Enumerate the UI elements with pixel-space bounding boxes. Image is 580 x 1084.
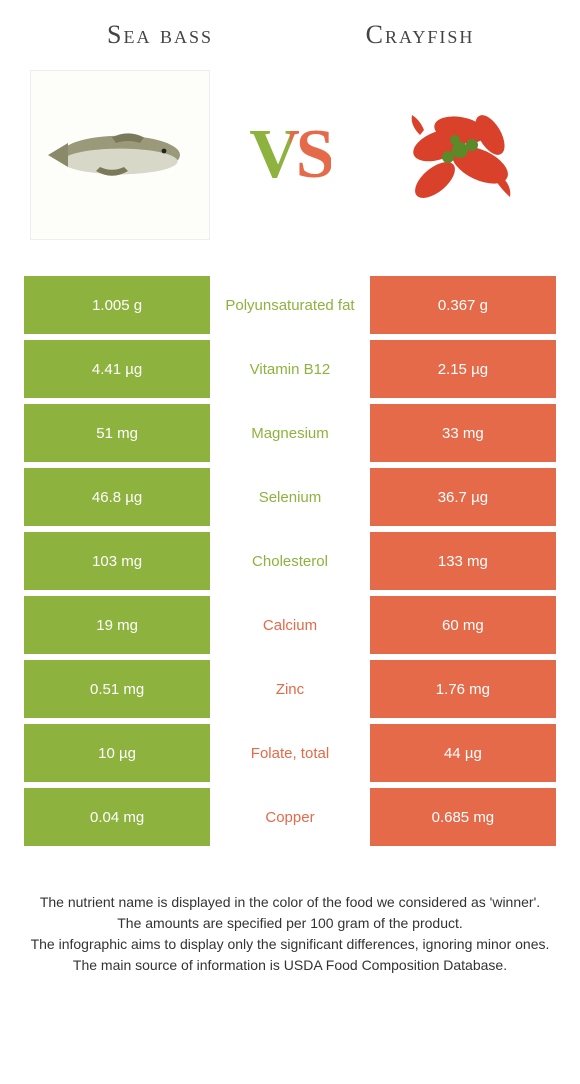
nutrient-value-left: 46.8 µg	[24, 468, 210, 526]
nutrient-name: Polyunsaturated fat	[210, 276, 370, 334]
nutrient-value-left: 19 mg	[24, 596, 210, 654]
nutrient-name: Vitamin B12	[210, 340, 370, 398]
nutrient-name: Calcium	[210, 596, 370, 654]
nutrient-name: Cholesterol	[210, 532, 370, 590]
nutrient-value-right: 0.685 mg	[370, 788, 556, 846]
nutrient-value-right: 44 µg	[370, 724, 556, 782]
table-row: 4.41 µgVitamin B122.15 µg	[24, 340, 556, 398]
nutrient-table: 1.005 gPolyunsaturated fat0.367 g 4.41 µg…	[24, 270, 556, 852]
food-left-image	[30, 70, 210, 240]
nutrient-value-left: 10 µg	[24, 724, 210, 782]
nutrient-name: Folate, total	[210, 724, 370, 782]
fish-icon	[40, 123, 200, 187]
footer-notes: The nutrient name is displayed in the co…	[0, 852, 580, 986]
nutrient-value-left: 103 mg	[24, 532, 210, 590]
nutrient-name: Selenium	[210, 468, 370, 526]
table-row: 51 mgMagnesium33 mg	[24, 404, 556, 462]
footer-line: The main source of information is USDA F…	[20, 955, 560, 976]
vs-label: VS	[249, 115, 330, 195]
nutrient-value-right: 133 mg	[370, 532, 556, 590]
nutrient-value-right: 2.15 µg	[370, 340, 556, 398]
nutrient-value-left: 51 mg	[24, 404, 210, 462]
table-row: 19 mgCalcium60 mg	[24, 596, 556, 654]
header: Sea bass Crayfish	[0, 0, 580, 60]
table-row: 103 mgCholesterol133 mg	[24, 532, 556, 590]
table-row: 10 µgFolate, total44 µg	[24, 724, 556, 782]
footer-line: The amounts are specified per 100 gram o…	[20, 913, 560, 934]
nutrient-value-right: 60 mg	[370, 596, 556, 654]
table-row: 0.04 mgCopper0.685 mg	[24, 788, 556, 846]
table-row: 1.005 gPolyunsaturated fat0.367 g	[24, 276, 556, 334]
hero-row: VS	[0, 60, 580, 270]
nutrient-value-left: 0.51 mg	[24, 660, 210, 718]
table-row: 0.51 mgZinc1.76 mg	[24, 660, 556, 718]
footer-line: The infographic aims to display only the…	[20, 934, 560, 955]
food-left-title: Sea bass	[30, 20, 290, 50]
nutrient-name: Zinc	[210, 660, 370, 718]
nutrient-value-right: 0.367 g	[370, 276, 556, 334]
nutrient-value-right: 36.7 µg	[370, 468, 556, 526]
crayfish-icon	[390, 85, 530, 225]
nutrient-value-left: 0.04 mg	[24, 788, 210, 846]
nutrient-name: Copper	[210, 788, 370, 846]
table-row: 46.8 µgSelenium36.7 µg	[24, 468, 556, 526]
nutrient-value-right: 1.76 mg	[370, 660, 556, 718]
food-right-image	[370, 70, 550, 240]
nutrient-table-body: 1.005 gPolyunsaturated fat0.367 g 4.41 µg…	[24, 276, 556, 846]
food-right-title: Crayfish	[290, 20, 550, 50]
nutrient-name: Magnesium	[210, 404, 370, 462]
nutrient-value-left: 1.005 g	[24, 276, 210, 334]
footer-line: The nutrient name is displayed in the co…	[20, 892, 560, 913]
nutrient-value-right: 33 mg	[370, 404, 556, 462]
nutrient-value-left: 4.41 µg	[24, 340, 210, 398]
